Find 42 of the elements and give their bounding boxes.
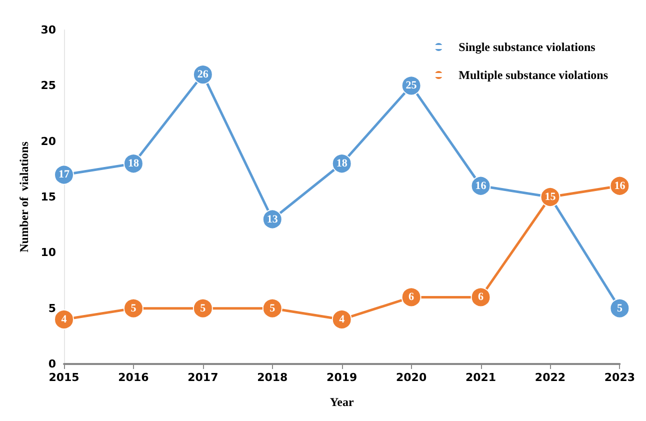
- data-label: 5: [200, 302, 206, 314]
- data-label: 6: [478, 291, 484, 304]
- point: [192, 298, 213, 318]
- y-tick-label: 5: [48, 302, 56, 315]
- x-tick-label: 2019: [326, 371, 358, 384]
- data-label: 17: [58, 168, 70, 181]
- y-tick-label: 20: [40, 134, 56, 148]
- x-tick-label: 2023: [604, 371, 636, 384]
- data-label: 4: [61, 313, 68, 326]
- data-label: 26: [197, 68, 209, 81]
- x-tick-label: 2016: [118, 371, 150, 384]
- data-label: 18: [336, 158, 348, 170]
- y-axis-title: Number of vialations: [16, 141, 31, 252]
- point: [332, 309, 352, 330]
- legend-label: Multiple substance violations: [458, 68, 608, 82]
- data-label: 4: [339, 313, 346, 326]
- x-tick-label: 2020: [396, 371, 427, 384]
- data-label: 13: [266, 213, 278, 226]
- x-tick-label: 2017: [188, 371, 218, 384]
- x-tick-label: 2022: [534, 371, 566, 384]
- y-tick-label: 10: [40, 246, 56, 260]
- data-label: 5: [270, 302, 276, 314]
- point: [123, 298, 144, 318]
- point: [610, 298, 630, 318]
- data-label: 5: [616, 302, 623, 314]
- data-label: 18: [128, 158, 140, 170]
- y-tick-label: 25: [40, 79, 56, 92]
- data-label: 5: [130, 302, 137, 314]
- y-tick-label: 0: [48, 358, 56, 370]
- data-label: 25: [406, 80, 418, 92]
- legend-label: Single substance violations: [458, 40, 596, 54]
- data-label: 15: [544, 191, 556, 203]
- data-label: 6: [408, 291, 415, 304]
- x-tick-label: 2021: [465, 371, 496, 384]
- x-tick-label: 2018: [257, 371, 288, 384]
- data-label: 16: [475, 180, 487, 192]
- x-tick-label: 2015: [48, 371, 80, 384]
- y-tick-label: 15: [40, 190, 56, 204]
- point: [262, 298, 282, 318]
- x-axis-title: Year: [330, 395, 355, 409]
- y-tick-label: 30: [40, 24, 56, 36]
- data-label: 16: [614, 180, 626, 192]
